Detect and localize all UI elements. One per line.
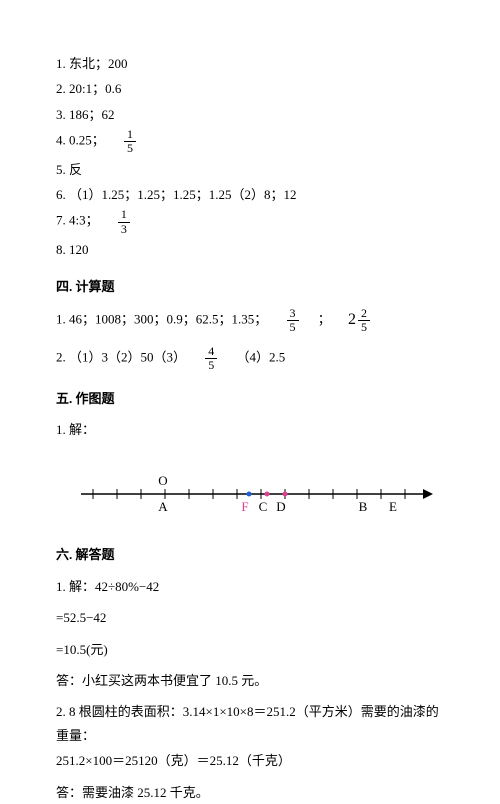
- ans-5-1: 1. 解：: [56, 418, 450, 441]
- mixed-whole: 2: [348, 311, 356, 328]
- ans-3-2: 2. 20:1；0.6: [56, 77, 450, 100]
- ans-3-4-text: 4. 0.25；: [56, 133, 105, 148]
- frac-num: 2: [358, 307, 370, 321]
- ans-6-1a: 1. 解：42÷80%−42: [56, 575, 450, 598]
- frac-3-5: 3 5: [287, 307, 299, 334]
- ans-3-8: 8. 120: [56, 238, 450, 261]
- ans-4-2-text-a: 2. （1）3（2）50（3）: [56, 350, 186, 365]
- ans-6-1b: =52.5−42: [56, 606, 450, 629]
- ans-3-3: 3. 186；62: [56, 103, 450, 126]
- ans-6-2a: 2. 8 根圆柱的表面积：3.14×1×10×8＝251.2（平方米）需要的油漆…: [56, 700, 450, 747]
- frac-1-5: 1 5: [124, 128, 136, 155]
- ans-4-2-text-b: （4）2.5: [237, 350, 286, 365]
- svg-text:D: D: [276, 499, 285, 514]
- svg-text:E: E: [389, 499, 397, 514]
- ans-6-1d: 答：小红买这两本书便宜了 10.5 元。: [56, 669, 450, 692]
- ans-4-1-text: 1. 46；1008；300；0.9；62.5；1.35；: [56, 312, 267, 327]
- frac-4-5: 4 5: [205, 345, 217, 372]
- frac-num: 4: [205, 345, 217, 359]
- ans-3-7: 7. 4:3； 1 3: [56, 208, 450, 235]
- frac-den: 5: [287, 321, 299, 334]
- ans-4-2: 2. （1）3（2）50（3） 4 5 （4）2.5: [56, 345, 450, 372]
- frac-den: 3: [118, 223, 130, 236]
- ans-3-7-text: 7. 4:3；: [56, 213, 99, 228]
- ans-6-1c: =10.5(元): [56, 638, 450, 661]
- heading-sec4: 四. 计算题: [56, 275, 450, 298]
- ans-4-1: 1. 46；1008；300；0.9；62.5；1.35； 3 5 ； 2 2 …: [56, 306, 450, 335]
- heading-sec6: 六. 解答题: [56, 543, 450, 566]
- ans-3-4: 4. 0.25； 1 5: [56, 128, 450, 155]
- sep: ；: [318, 312, 331, 327]
- frac-num: 1: [118, 208, 130, 222]
- ans-6-2c: 答：需要油漆 25.12 千克。: [56, 781, 450, 804]
- svg-text:F: F: [241, 499, 248, 514]
- heading-sec5: 五. 作图题: [56, 387, 450, 410]
- ans-3-5: 5. 反: [56, 158, 450, 181]
- mixed-2-2-5: 2 2 5: [348, 306, 372, 335]
- ans-3-1: 1. 东北；200: [56, 52, 450, 75]
- svg-text:O: O: [158, 473, 167, 488]
- frac-num: 1: [124, 128, 136, 142]
- frac-den: 5: [358, 321, 370, 334]
- svg-text:B: B: [359, 499, 368, 514]
- frac-den: 5: [124, 142, 136, 155]
- frac-den: 5: [205, 359, 217, 372]
- svg-text:C: C: [259, 499, 268, 514]
- number-line-diagram: OA FCD B E: [63, 449, 443, 529]
- svg-text:A: A: [158, 499, 168, 514]
- ans-6-2b: 251.2×100＝25120（克）＝25.12（千克）: [56, 749, 450, 772]
- frac-1-3: 1 3: [118, 208, 130, 235]
- ans-3-6: 6. （1）1.25；1.25；1.25；1.25（2）8；12: [56, 183, 450, 206]
- frac-num: 3: [287, 307, 299, 321]
